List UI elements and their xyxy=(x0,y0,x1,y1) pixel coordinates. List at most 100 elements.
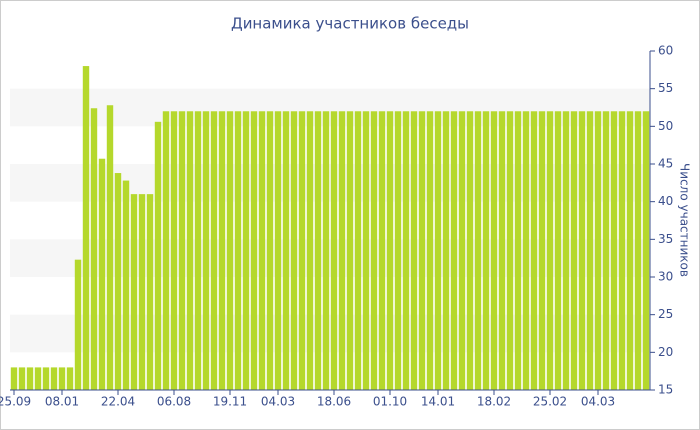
bar xyxy=(274,111,282,391)
bar xyxy=(330,111,338,391)
x-tick-label: 18.02 xyxy=(477,395,511,409)
bar xyxy=(170,111,178,391)
bar xyxy=(322,111,330,391)
bar xyxy=(514,111,522,391)
bar xyxy=(634,111,642,391)
bar xyxy=(138,194,146,390)
bar xyxy=(346,111,354,391)
bar xyxy=(74,259,82,390)
bar xyxy=(218,111,226,391)
bar xyxy=(130,194,138,390)
bar xyxy=(90,108,98,391)
bar xyxy=(370,111,378,391)
x-tick-label: 25.02 xyxy=(533,395,567,409)
bar xyxy=(354,111,362,391)
bar xyxy=(546,111,554,391)
bar xyxy=(82,66,90,391)
bar xyxy=(626,111,634,391)
y-tick-label: 25 xyxy=(658,307,673,321)
x-tick-label: 06.08 xyxy=(157,395,191,409)
bar xyxy=(146,194,154,390)
bar xyxy=(618,111,626,391)
bar xyxy=(26,367,34,390)
bar xyxy=(362,111,370,391)
bar xyxy=(506,111,514,391)
bar xyxy=(34,367,42,390)
bar xyxy=(338,111,346,391)
bar xyxy=(154,121,162,391)
bar xyxy=(586,111,594,391)
bar xyxy=(442,111,450,391)
bar xyxy=(258,111,266,391)
bar xyxy=(402,111,410,391)
grid-band xyxy=(10,239,650,277)
x-tick-label: 08.01 xyxy=(45,395,79,409)
x-tick-label: 25.09 xyxy=(0,395,31,409)
bar xyxy=(458,111,466,391)
bar xyxy=(58,367,66,390)
bar xyxy=(410,111,418,391)
bar xyxy=(498,111,506,391)
bar xyxy=(594,111,602,391)
bar xyxy=(42,367,50,390)
bar xyxy=(66,367,74,390)
bar xyxy=(98,158,106,390)
y-tick-label: 40 xyxy=(658,194,673,208)
bar xyxy=(114,173,122,390)
bar xyxy=(18,367,26,390)
bar xyxy=(642,111,650,391)
bar xyxy=(554,111,562,391)
bar xyxy=(106,105,114,391)
bar xyxy=(194,111,202,391)
x-tick-label: 04.03 xyxy=(261,395,295,409)
y-tick-label: 55 xyxy=(658,81,673,95)
bar xyxy=(242,111,250,391)
grid-band xyxy=(10,88,650,127)
bar xyxy=(306,111,314,391)
bar xyxy=(378,111,386,391)
bar xyxy=(426,111,434,391)
bar xyxy=(122,180,130,390)
x-tick-label: 14.01 xyxy=(421,395,455,409)
bar xyxy=(266,111,274,391)
x-tick-label: 18.06 xyxy=(317,395,351,409)
y-tick-label: 60 xyxy=(658,44,673,58)
x-tick-label: 22.04 xyxy=(101,395,135,409)
bar xyxy=(602,111,610,391)
bar xyxy=(466,111,474,391)
y-tick-label: 30 xyxy=(658,270,673,284)
bar xyxy=(282,111,290,391)
y-tick-label: 15 xyxy=(658,383,673,397)
bar xyxy=(314,111,322,391)
chart-title: Динамика участников беседы xyxy=(231,15,469,33)
bar xyxy=(386,111,394,391)
bar xyxy=(394,111,402,391)
y-tick-label: 50 xyxy=(658,119,673,133)
y-tick-label: 20 xyxy=(658,345,673,359)
bar xyxy=(298,111,306,391)
bar xyxy=(50,367,58,390)
bar xyxy=(530,111,538,391)
bar xyxy=(10,367,18,390)
bar xyxy=(418,111,426,391)
bar xyxy=(522,111,530,391)
bar xyxy=(610,111,618,391)
bar xyxy=(290,111,298,391)
bar xyxy=(578,111,586,391)
bar xyxy=(482,111,490,391)
bar xyxy=(570,111,578,391)
bar xyxy=(562,111,570,391)
bar xyxy=(538,111,546,391)
bar xyxy=(178,111,186,391)
bar xyxy=(490,111,498,391)
y-axis-title: Число участников xyxy=(678,163,692,277)
bar xyxy=(434,111,442,391)
bar xyxy=(186,111,194,391)
bar xyxy=(474,111,482,391)
bar xyxy=(162,111,170,391)
grid-band xyxy=(10,164,650,202)
y-tick-label: 45 xyxy=(658,157,673,171)
x-tick-label: 04.03 xyxy=(581,395,615,409)
bar xyxy=(234,111,242,391)
